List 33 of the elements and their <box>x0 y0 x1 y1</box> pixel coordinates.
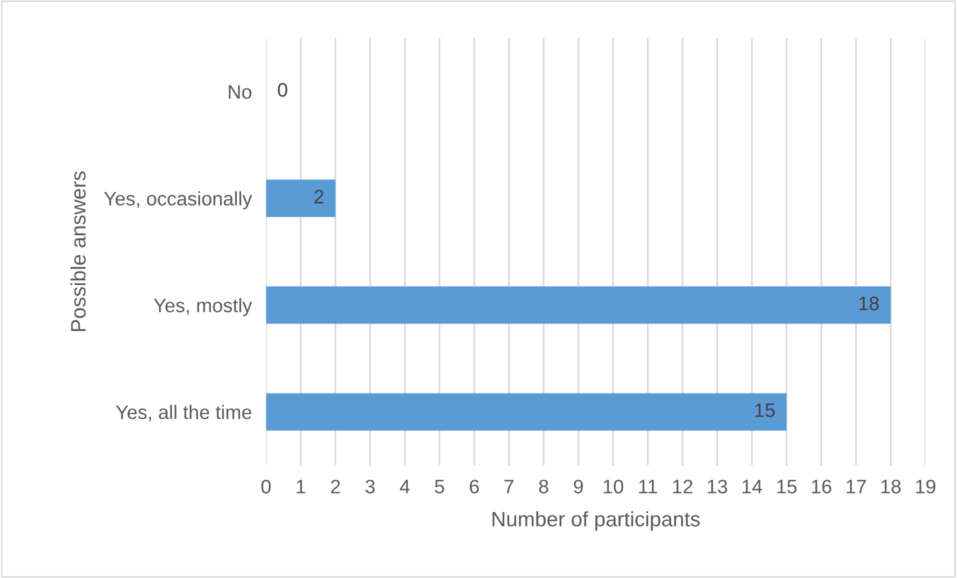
x-tick-label: 16 <box>812 480 832 494</box>
data-label: 18 <box>859 296 879 310</box>
y-tick-label: No <box>228 85 252 99</box>
x-tick-label: 3 <box>365 480 375 494</box>
bar <box>266 180 336 218</box>
bar <box>266 286 891 324</box>
x-tick-label: 4 <box>400 480 410 494</box>
x-tick-label: 6 <box>470 480 479 494</box>
x-axis-title: Number of participants <box>492 511 700 531</box>
bar <box>266 393 787 431</box>
data-label: 2 <box>314 190 324 204</box>
y-axis-title: Possible answers <box>70 171 86 332</box>
x-tick-label: 15 <box>777 480 797 494</box>
x-tick-label: 2 <box>331 480 340 494</box>
x-tick-label: 17 <box>846 480 866 494</box>
x-tick-label: 19 <box>916 480 936 494</box>
y-tick-label: Yes, mostly <box>154 298 252 316</box>
x-tick-label: 0 <box>261 480 271 494</box>
x-tick-label: 18 <box>881 480 901 494</box>
x-tick-label: 11 <box>639 480 657 494</box>
x-tick-label: 9 <box>574 480 583 494</box>
x-tick-label: 1 <box>296 480 306 494</box>
y-tick-label: Yes, occasionally <box>104 191 252 210</box>
x-tick-label: 7 <box>504 480 514 494</box>
data-label: 0 <box>278 82 288 97</box>
data-label: 15 <box>755 404 775 418</box>
x-tick-label: 13 <box>708 480 728 494</box>
x-tick-label: 10 <box>604 480 624 494</box>
x-tick-label: 12 <box>673 480 692 494</box>
x-tick-label: 8 <box>539 480 548 494</box>
y-tick-label: Yes, all the time <box>116 404 252 422</box>
x-tick-label: 14 <box>742 480 762 494</box>
x-tick-label: 5 <box>434 480 444 494</box>
